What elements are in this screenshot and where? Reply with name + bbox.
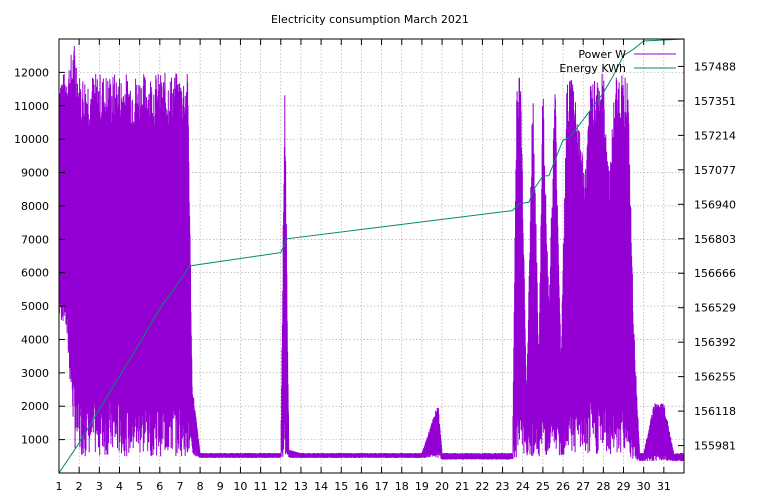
x-tick-label: 7 [176, 480, 183, 493]
axes: 1 2 3 4 5 6 7 8 9 10 11 12 13 14 15 16 17 18 19 20 21 22 23 24 2… [14, 39, 736, 493]
y-left-tick-label: 7000 [21, 233, 49, 246]
x-tick-label: 17 [375, 480, 389, 493]
x-tick-label: 19 [415, 480, 429, 493]
plot-frame [58, 38, 685, 474]
y-left-tick-label: 4000 [21, 333, 49, 346]
x-tick-label: 21 [455, 480, 469, 493]
y-left-tick-label: 6000 [21, 267, 49, 280]
x-tick-label: 8 [197, 480, 204, 493]
y-right-tick-label: 156118 [694, 405, 736, 418]
x-tick-label: 12 [274, 480, 288, 493]
x-tick-label: 30 [637, 480, 651, 493]
series-energy-line [59, 39, 684, 473]
x-tick-label: 6 [156, 480, 163, 493]
x-tick-label: 22 [475, 480, 489, 493]
y-left-tick-label: 9000 [21, 167, 49, 180]
x-tick-label: 11 [254, 480, 268, 493]
x-tick-label: 16 [354, 480, 368, 493]
x-tick-label: 18 [395, 480, 409, 493]
x-tick-label: 29 [617, 480, 631, 493]
y-left-tick-label: 3000 [21, 367, 49, 380]
y-left-tick-label: 12000 [14, 66, 49, 79]
y-right-tick-label: 156803 [694, 233, 736, 246]
legend-label: Power W [578, 48, 626, 61]
x-tick-label: 2 [76, 480, 83, 493]
x-tick-label: 10 [233, 480, 247, 493]
series-layer [59, 39, 684, 473]
x-tick-label: 13 [294, 480, 308, 493]
x-tick-label: 20 [435, 480, 449, 493]
y-right-tick-label: 157077 [694, 164, 736, 177]
x-tick-label: 3 [96, 480, 103, 493]
y-right-tick-label: 156529 [694, 302, 736, 315]
series-power-line [59, 45, 684, 462]
x-tick-label: 24 [516, 480, 530, 493]
x-tick-label: 31 [657, 480, 671, 493]
y-left-tick-label: 2000 [21, 400, 49, 413]
x-tick-label: 5 [136, 480, 143, 493]
y-left-tick-label: 5000 [21, 300, 49, 313]
y-left-tick-label: 11000 [14, 100, 49, 113]
y-right-tick-label: 157488 [694, 60, 736, 73]
x-tick-label: 25 [536, 480, 550, 493]
y-left-tick-label: 10000 [14, 133, 49, 146]
y-left-tick-label: 1000 [21, 434, 49, 447]
x-tick-label: 27 [576, 480, 590, 493]
x-tick-label: 26 [556, 480, 570, 493]
y-right-tick-label: 156666 [694, 267, 736, 280]
x-tick-label: 15 [334, 480, 348, 493]
x-tick-label: 1 [56, 480, 63, 493]
x-tick-label: 9 [217, 480, 224, 493]
chart-title: Electricity consumption March 2021 [271, 13, 469, 26]
y-right-tick-label: 156255 [694, 371, 736, 384]
x-tick-label: 4 [116, 480, 123, 493]
y-right-tick-label: 157214 [694, 129, 736, 142]
legend-label: Energy KWh [559, 62, 626, 75]
y-right-tick-label: 157351 [694, 95, 736, 108]
y-right-tick-label: 156392 [694, 336, 736, 349]
y-right-tick-label: 156940 [694, 198, 736, 211]
y-right-tick-label: 155981 [694, 440, 736, 453]
x-tick-label: 28 [596, 480, 610, 493]
x-tick-label: 14 [314, 480, 328, 493]
x-tick-label: 23 [496, 480, 510, 493]
y-left-tick-label: 8000 [21, 200, 49, 213]
